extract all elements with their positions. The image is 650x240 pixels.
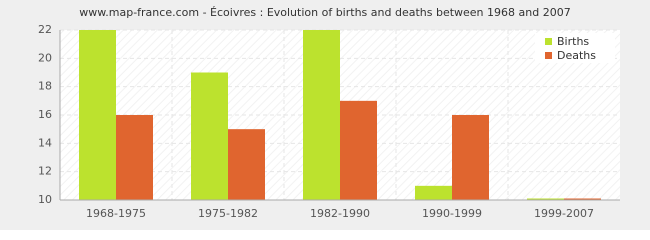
bar xyxy=(303,30,340,200)
y-tick-label: 18 xyxy=(38,80,52,93)
bar xyxy=(79,30,116,200)
chart: www.map-france.com - Écoivres : Evolutio… xyxy=(0,0,650,230)
x-tick-label: 1982-1990 xyxy=(310,207,370,220)
chart-title: www.map-france.com - Écoivres : Evolutio… xyxy=(79,6,570,19)
y-tick-label: 12 xyxy=(38,165,52,178)
bar xyxy=(527,198,564,200)
bar xyxy=(116,115,153,200)
bar xyxy=(340,100,377,200)
legend-swatch xyxy=(545,38,552,45)
y-tick-label: 22 xyxy=(38,23,52,36)
y-tick-label: 20 xyxy=(38,51,52,64)
x-tick-label: 1975-1982 xyxy=(198,207,258,220)
x-tick-label: 1990-1999 xyxy=(422,207,482,220)
x-tick-label: 1968-1975 xyxy=(86,207,146,220)
bar xyxy=(564,198,601,200)
y-tick-label: 10 xyxy=(38,193,52,206)
bar xyxy=(228,129,265,200)
legend-label: Births xyxy=(557,35,589,48)
y-tick-label: 16 xyxy=(38,108,52,121)
legend-swatch xyxy=(545,52,552,59)
bar xyxy=(191,72,228,200)
bar xyxy=(452,115,489,200)
bar xyxy=(415,185,452,200)
x-tick-label: 1999-2007 xyxy=(534,207,594,220)
legend-label: Deaths xyxy=(557,49,596,62)
y-tick-label: 14 xyxy=(38,136,52,149)
